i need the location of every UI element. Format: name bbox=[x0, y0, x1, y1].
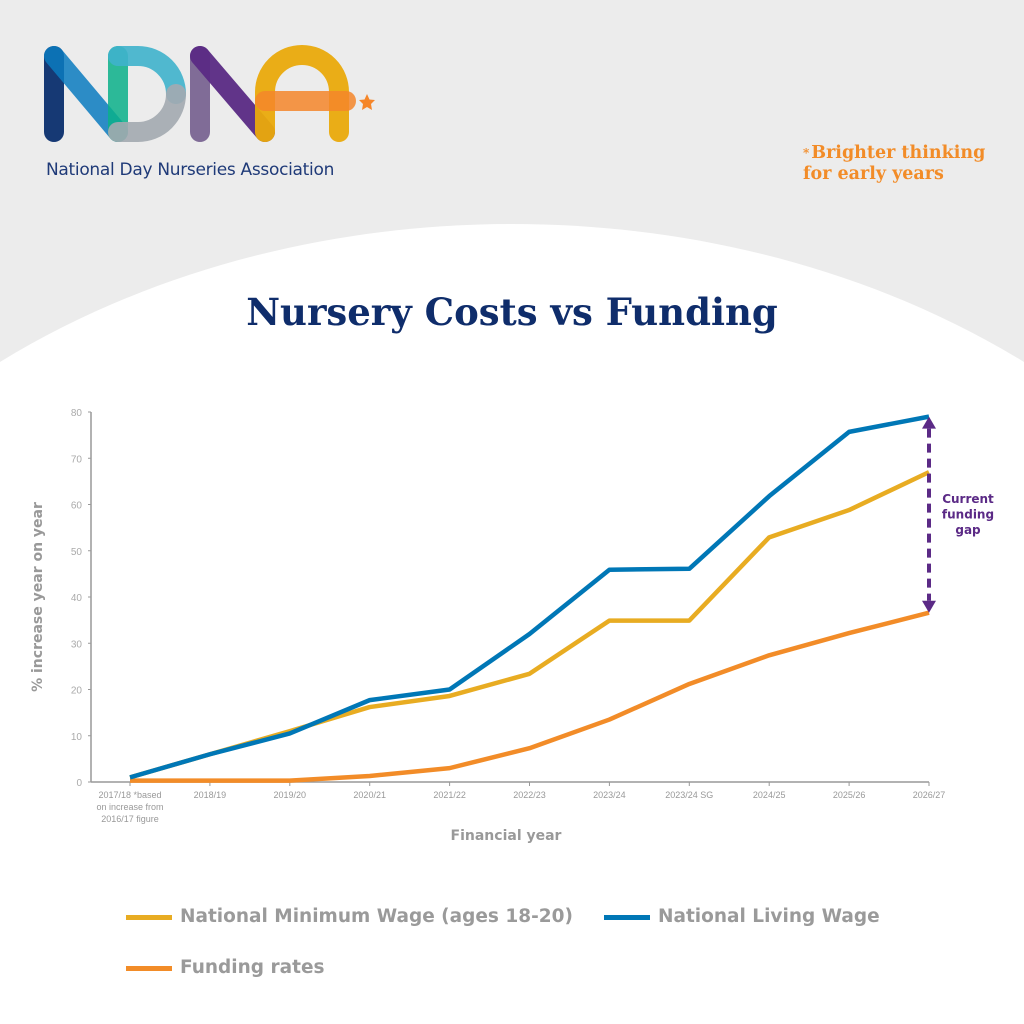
x-tick-label: 2022/23 bbox=[513, 790, 546, 800]
y-tick-label: 50 bbox=[71, 547, 83, 558]
chart-title: Nursery Costs vs Funding bbox=[246, 290, 778, 334]
y-tick-label: 30 bbox=[71, 639, 83, 650]
x-axis-label: Financial year bbox=[451, 828, 562, 844]
y-tick-label: 10 bbox=[71, 732, 83, 743]
y-tick-label: 80 bbox=[71, 408, 83, 419]
x-tick-label: 2021/22 bbox=[433, 790, 466, 800]
x-tick-label: 2025/26 bbox=[833, 790, 866, 800]
y-axis-label: % increase year on year bbox=[30, 502, 46, 692]
legend-item-funding: Funding rates bbox=[126, 957, 325, 978]
tagline-line1: Brighter thinking bbox=[811, 143, 986, 163]
funding-gap-label: Current bbox=[942, 492, 994, 506]
legend-label: Funding rates bbox=[180, 957, 325, 978]
funding-gap-label: funding bbox=[942, 508, 994, 522]
legend-swatch bbox=[604, 914, 650, 920]
tagline: * Brighter thinking for early years bbox=[803, 143, 985, 185]
arrow-up-icon bbox=[922, 416, 936, 429]
white-arc-panel bbox=[0, 224, 1024, 1024]
y-tick-label: 40 bbox=[71, 593, 83, 604]
tagline-line2: for early years bbox=[803, 164, 944, 184]
legend-item-nmw: National Minimum Wage (ages 18-20) bbox=[126, 906, 573, 927]
arrow-down-icon bbox=[922, 600, 936, 613]
y-tick-label: 60 bbox=[71, 501, 83, 512]
series-line-funding-rates bbox=[130, 610, 930, 783]
ndna-logo bbox=[44, 45, 375, 142]
x-tick-label: 2026/27 bbox=[913, 790, 946, 800]
organisation-name: National Day Nurseries Association bbox=[46, 160, 335, 180]
x-tick-label: 2023/24 bbox=[593, 790, 626, 800]
x-tick-label: 2024/25 bbox=[753, 790, 786, 800]
tagline-star: * bbox=[803, 146, 810, 160]
y-tick-label: 0 bbox=[76, 778, 82, 789]
legend-swatch bbox=[126, 965, 172, 971]
legend-label: National Minimum Wage (ages 18-20) bbox=[180, 906, 573, 927]
x-tick-label: 2023/24 SG bbox=[665, 790, 713, 800]
funding-gap-label: gap bbox=[955, 523, 981, 537]
legend-label: National Living Wage bbox=[658, 906, 880, 927]
y-tick-label: 70 bbox=[71, 454, 83, 465]
x-tick-label: 2018/19 bbox=[194, 790, 227, 800]
series-line-national-minimum-wage-ages-18-20- bbox=[129, 470, 930, 780]
y-tick-label: 20 bbox=[71, 686, 83, 697]
x-tick-label: 2019/20 bbox=[274, 790, 307, 800]
star-icon bbox=[359, 94, 375, 110]
legend-item-nlw: National Living Wage bbox=[604, 906, 880, 927]
series-line-national-living-wage bbox=[129, 414, 930, 780]
x-tick-label: 2017/18 *based on increase from 2016/17 fi… bbox=[96, 790, 163, 824]
x-tick-label: 2020/21 bbox=[353, 790, 386, 800]
legend-swatch bbox=[126, 914, 172, 920]
